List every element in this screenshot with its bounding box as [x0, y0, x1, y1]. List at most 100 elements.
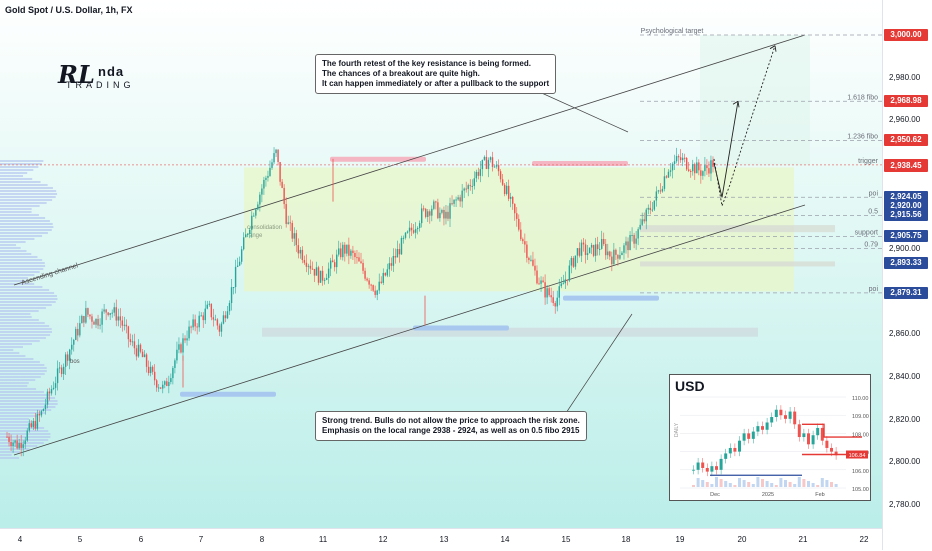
candle-body [352, 250, 354, 254]
candle-body [158, 387, 160, 389]
volume-profile-bar [0, 367, 47, 369]
candle-body [216, 319, 219, 326]
inset-candle-body [747, 433, 751, 439]
candle-body [431, 208, 433, 216]
candle-body [360, 261, 362, 263]
candle-body [147, 366, 150, 374]
candle-body [698, 162, 700, 171]
volume-profile-bar [0, 166, 39, 168]
candle-body [50, 389, 53, 394]
candle-body [493, 166, 496, 168]
candle-body [30, 423, 32, 428]
inset-y-tick: 106.00 [852, 469, 869, 475]
volume-profile-bar [0, 172, 28, 174]
candle-body [702, 171, 704, 176]
candle-body [354, 253, 356, 258]
candle-body [574, 255, 577, 267]
candle-body [36, 413, 39, 429]
note-line: It can happen immediately or after a pul… [322, 79, 550, 88]
candle-body [160, 387, 162, 389]
logo-name: nda [98, 64, 125, 79]
inset-volume-bar [825, 480, 829, 487]
volume-profile-bar [0, 361, 40, 363]
volume-profile-bar [0, 229, 52, 231]
volume-profile-bar [0, 298, 58, 300]
price-axis[interactable] [882, 0, 932, 550]
candle-body [206, 304, 208, 309]
inset-plot: 110.00109.00108.00107.00106.00105.00106.… [674, 396, 869, 498]
candle-body [659, 190, 662, 192]
candle-body [694, 164, 696, 174]
x-tick-label: 4 [17, 535, 23, 544]
candle-body [463, 188, 465, 191]
volume-profile-bar [0, 265, 46, 267]
y-tick-label: 2,840.00 [889, 371, 921, 381]
x-tick-label: 15 [561, 535, 571, 544]
inset-volume-bar [797, 477, 801, 487]
y-tick-label: 2,900.00 [889, 243, 921, 253]
candle-body [188, 326, 190, 339]
candle-body [467, 185, 469, 190]
candle-body [673, 161, 676, 164]
inset-candle-body [825, 440, 829, 448]
volume-profile-bar [0, 259, 43, 261]
candle-body [24, 440, 26, 445]
candle-body [279, 161, 281, 182]
volume-profile-bar [0, 400, 58, 402]
volume-profile-bar [0, 454, 12, 456]
candle-body [410, 227, 413, 231]
candle-body [289, 222, 291, 224]
candle-body [228, 303, 231, 312]
candle-body [364, 270, 366, 279]
candle-body [52, 387, 55, 390]
candle-body [202, 315, 204, 321]
inset-candle-body [733, 447, 737, 452]
candle-body [445, 211, 447, 219]
candle-body [208, 303, 211, 305]
candle-body [79, 323, 81, 336]
candle-body [16, 440, 18, 449]
candle-body [182, 338, 184, 353]
candle-body [190, 326, 192, 328]
volume-profile-bar [0, 325, 50, 327]
candle-body [281, 181, 283, 188]
volume-profile-bar [0, 358, 34, 360]
usd-inset-chart: 110.00109.00108.00107.00106.00105.00106.… [669, 374, 871, 501]
candle-body [495, 165, 498, 167]
candle-body [663, 176, 666, 189]
candle-body [408, 227, 411, 232]
annotation-trend-note[interactable]: Strong trend. Bulls do not allow the pri… [315, 411, 587, 441]
candle-body [22, 444, 24, 448]
candle-body [117, 316, 119, 321]
candle-body [382, 272, 384, 283]
candle-body [46, 391, 49, 405]
candle-body [38, 413, 41, 416]
candle-body [653, 200, 656, 210]
candle-body [534, 265, 536, 271]
price-tag: 2,950.62 [884, 134, 928, 147]
volume-profile-bar [0, 286, 43, 288]
candle-body [564, 279, 567, 284]
candle-body [26, 430, 28, 441]
candle-body [93, 321, 95, 325]
price-tag: 2,893.33 [884, 256, 928, 269]
candle-body [137, 344, 140, 357]
inset-candle-body [756, 426, 760, 432]
candle-body [164, 381, 166, 385]
candle-body [253, 215, 255, 217]
candle-body [129, 339, 132, 342]
candle-body [73, 339, 75, 345]
inset-candle-body [692, 469, 695, 471]
inset-candle-body [710, 466, 714, 472]
candle-body [528, 257, 530, 261]
inset-volume-bar [774, 485, 778, 487]
time-axis[interactable] [0, 528, 882, 551]
candle-body [404, 232, 407, 238]
candle-body [87, 308, 89, 315]
annotation-resistance-note[interactable]: The fourth retest of the key resistance … [315, 54, 557, 94]
candle-body [550, 295, 552, 298]
level-label: 0.5 [868, 208, 878, 215]
candle-body [485, 156, 488, 169]
volume-profile-bar [0, 226, 54, 228]
y-tick-label: 2,780.00 [889, 500, 921, 509]
